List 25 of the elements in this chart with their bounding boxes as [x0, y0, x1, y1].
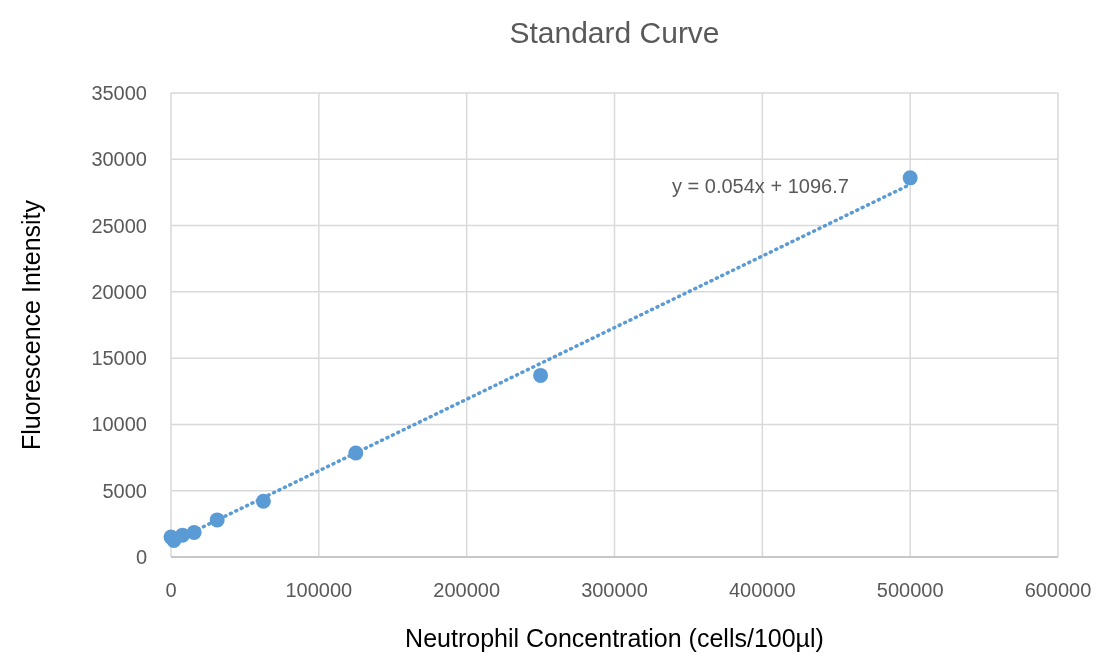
x-tick-label: 600000	[1024, 579, 1092, 601]
x-axis-title: Neutrophil Concentration (cells/100µl)	[405, 624, 824, 652]
y-tick-label: 15000	[91, 347, 147, 370]
x-tick-label: 500000	[876, 579, 944, 601]
y-tick-label: 10000	[91, 413, 147, 436]
y-axis-title: Fluorescence Intensity	[17, 199, 45, 451]
point	[186, 524, 202, 540]
point	[209, 512, 225, 528]
y-tick-label: 25000	[91, 214, 147, 237]
point	[348, 445, 364, 461]
y-tick-label: 30000	[91, 148, 147, 171]
x-tick-label: 200000	[433, 579, 501, 601]
annotation: y = 0.054x + 1096.7	[672, 175, 849, 197]
chart-title: Standard Curve	[509, 16, 720, 49]
x-tick-label: 100000	[285, 579, 353, 601]
y-tick-label: 0	[135, 546, 147, 568]
point	[255, 493, 271, 509]
point	[533, 367, 549, 383]
y-tick-label: 5000	[102, 479, 147, 502]
y-tick-label: 20000	[91, 280, 147, 303]
y-tick-label: 35000	[91, 82, 147, 104]
x-tick-label: 300000	[581, 579, 648, 601]
x-tick-label: 400000	[728, 579, 796, 601]
point	[902, 170, 918, 186]
x-tick-label: 0	[165, 579, 177, 601]
